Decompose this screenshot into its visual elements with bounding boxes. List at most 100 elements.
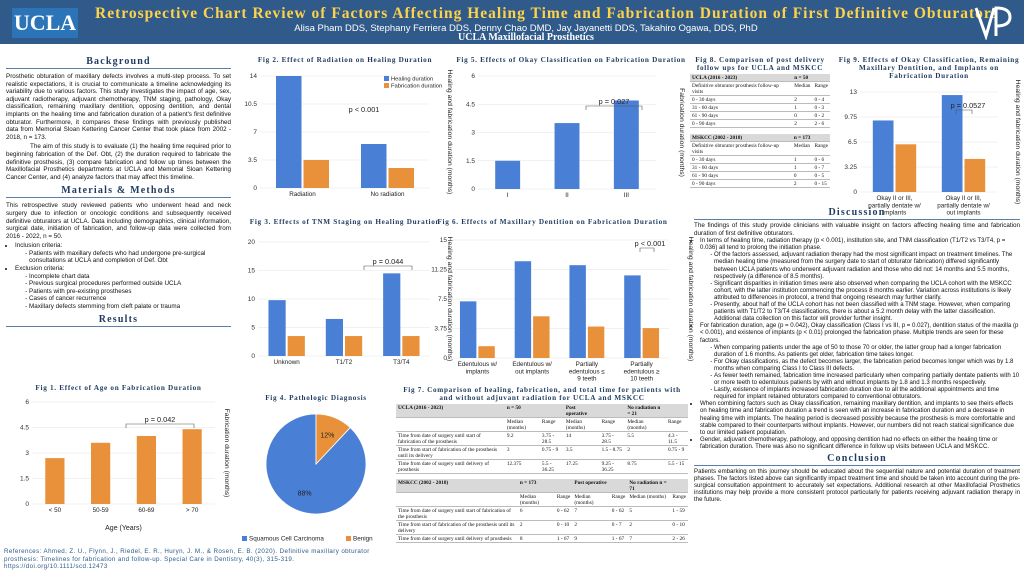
table-cell: 2: [792, 95, 813, 104]
significance-bracket: [363, 265, 413, 270]
criteria-list: Inclusion criteria: Patients with maxill…: [15, 242, 231, 310]
figure-8-title: Fig 8. Comparison of post delivery follo…: [695, 56, 825, 72]
table-cell: 2: [792, 119, 813, 128]
y-tick-label: 3.75: [434, 326, 447, 333]
discussion-list: In terms of healing time, radiation ther…: [700, 237, 1020, 450]
poster-title: Retrospective Chart Review of Factors Af…: [95, 5, 999, 22]
figure-6-title: Fig 6. Effects of Maxillary Dentition on…: [437, 218, 668, 226]
p-value-annotation: p = 0.042: [145, 415, 176, 424]
figure-9-chart: 0 3.25 6.5 9.75 13 Okay II or III, partially d…: [844, 80, 1021, 217]
table-cell: Time from start of fabrication of the pr…: [396, 445, 505, 460]
table-cell: Median (months): [563, 417, 600, 432]
table-cell: [812, 134, 830, 142]
y-tick-label: 0: [471, 186, 475, 193]
y-tick-label: 6: [471, 73, 475, 80]
y-tick-label: 7: [253, 129, 257, 136]
figure-2-title: Fig 2. Effect of Radiation on Healing Du…: [257, 56, 433, 64]
figure-1-chart: 0 1.5 3 4.5 6 < 50 50-59 60-69 > 70 Fabrication d…: [20, 399, 230, 532]
y-tick-label: 0: [25, 501, 29, 508]
figure-6-chart: 0 3.75 7.5 11.25 15 Edentulous w/implants Eden…: [431, 237, 694, 383]
table-row: 0 - 30 days 2 0 - 4: [690, 95, 830, 104]
table-cell: [539, 404, 564, 418]
figure-4-title: Fig 4. Pathologic Diagnosis: [265, 394, 367, 402]
x-tick-label: 50-59: [93, 507, 110, 514]
table-cell: n = 173: [517, 479, 555, 493]
y-tick-label: 6.5: [848, 139, 857, 146]
conclusion-heading: Conclusion: [694, 453, 1020, 466]
table-cell: Median: [792, 81, 813, 96]
table-cell: 0.75 - 9: [539, 445, 564, 460]
x-tick-label: T1/T2: [336, 359, 353, 366]
discussion-point: When combining factors such as Okay clas…: [700, 400, 1020, 435]
table-row: 61 - 90 days 0 0 - 2: [690, 111, 830, 120]
left-column: Background Prosthetic obturation of maxi…: [6, 56, 231, 331]
legend-swatch: [384, 76, 389, 81]
table-cell: 0 - 7: [609, 520, 628, 535]
figure-2: Fig 2. Effect of Radiation on Healing Du…: [236, 56, 454, 217]
y-axis-label: Healing and fabrication duration (months…: [1014, 80, 1021, 204]
table-cell: 3.75 - 28.5: [539, 431, 564, 446]
table-cell: Median (months): [517, 492, 555, 507]
references: References: Ahmed, Z. U., Flynn, J., Rie…: [4, 548, 370, 570]
table-row: 61 - 90 days 0 0 - 5: [690, 171, 830, 180]
p-value-annotation: p = 0.027: [599, 97, 630, 106]
table-cell: 0 - 7: [812, 163, 830, 172]
authors: Alisa Pham DDS, Stephany Ferriera DDS, D…: [294, 23, 758, 34]
figure-4: Fig 4. Pathologic Diagnosis 88% 12% Squamo…: [236, 394, 396, 557]
exclusion-item: Previous surgical procedures performed o…: [29, 280, 231, 288]
y-axis-label: Healing and fabrication duration (months…: [446, 237, 453, 362]
discussion-subpoint: As fewer teeth remained, fabrication tim…: [714, 372, 1020, 386]
y-tick-label: 3: [471, 130, 475, 137]
table-cell: UCLA (2016 - 2023): [396, 404, 505, 418]
bar: [345, 336, 363, 356]
table-header-row: UCLA (2016 - 2023) n = 50 Post operative No…: [396, 404, 688, 418]
table-cell: 2: [625, 445, 666, 460]
y-tick-label: 1.5: [466, 158, 475, 165]
background-paragraph-1: Prosthetic obturation of maxillary defec…: [6, 73, 231, 141]
discussion-subpoints: Of the factors assessed, adjuvant radiat…: [714, 251, 1020, 322]
table-cell: 3.75 - 28.5: [599, 431, 626, 446]
table-cell: 2 - 26: [670, 534, 688, 543]
y-tick-label: 15: [440, 237, 448, 244]
ucla-logo: UCLA: [12, 8, 78, 38]
table-cell: 0 - 62: [609, 506, 628, 521]
table-cell: Range: [539, 417, 564, 432]
table-cell: 1: [791, 155, 813, 164]
background-text: Prosthetic obturation of maxillary defec…: [6, 73, 231, 181]
table-cell: MSKCC (2002 - 2018): [690, 134, 792, 142]
figure-2-chart: 0 3.5 7 10.5 14 Radiation No radiation Healing …: [244, 70, 453, 198]
table-cell: 0 - 6: [812, 155, 830, 164]
figure-4-chart: 88% 12% Squamous Cell Carcinoma Benign: [242, 413, 373, 543]
table-row: Time from date of surgery until delivery…: [396, 534, 688, 543]
figure-3: Fig 3. Effects of TNM Staging on Healing…: [236, 218, 454, 381]
y-tick-label: 6: [25, 399, 29, 406]
background-heading: Background: [6, 56, 231, 69]
exclusion-item: Maxillary defects stemming from cleft pa…: [29, 303, 231, 311]
table-cell: 2: [517, 520, 555, 535]
bar: [383, 273, 401, 356]
table-row: 31 - 60 days 1 0 - 3: [690, 103, 830, 112]
y-axis-label: Healing and fabrication duration (months…: [446, 70, 453, 195]
x-tick-label: No radiation: [371, 191, 405, 198]
discussion-intro: The findings of this study provide clini…: [694, 222, 1020, 237]
significance-bracket: [585, 105, 643, 110]
y-tick-label: 10.5: [244, 101, 257, 108]
bar: [514, 261, 532, 358]
table-row: 31 - 60 days 1 0 - 7: [690, 163, 830, 172]
bar: [495, 160, 521, 189]
y-tick-label: 0: [253, 185, 257, 192]
y-axis-label: Fabrication duration (months): [223, 409, 230, 498]
significance-bracket: [955, 109, 973, 114]
table-cell: 0 - 30 days: [690, 155, 792, 164]
table-cell: 0 - 62: [554, 506, 573, 521]
table-cell: Definitive obturator prosthesis follow-u…: [690, 81, 793, 96]
table-cell: 2: [572, 520, 610, 535]
pie-data-label: 88%: [298, 490, 312, 497]
bar: [569, 265, 586, 358]
exclusion-item: Cases of cancer recurrence: [29, 295, 231, 303]
bar: [895, 144, 917, 192]
legend-swatch: [346, 536, 351, 541]
y-tick-label: 20: [248, 239, 256, 246]
bar: [325, 318, 343, 356]
discussion-subpoint: When comparing patients under the age of…: [714, 344, 1020, 358]
